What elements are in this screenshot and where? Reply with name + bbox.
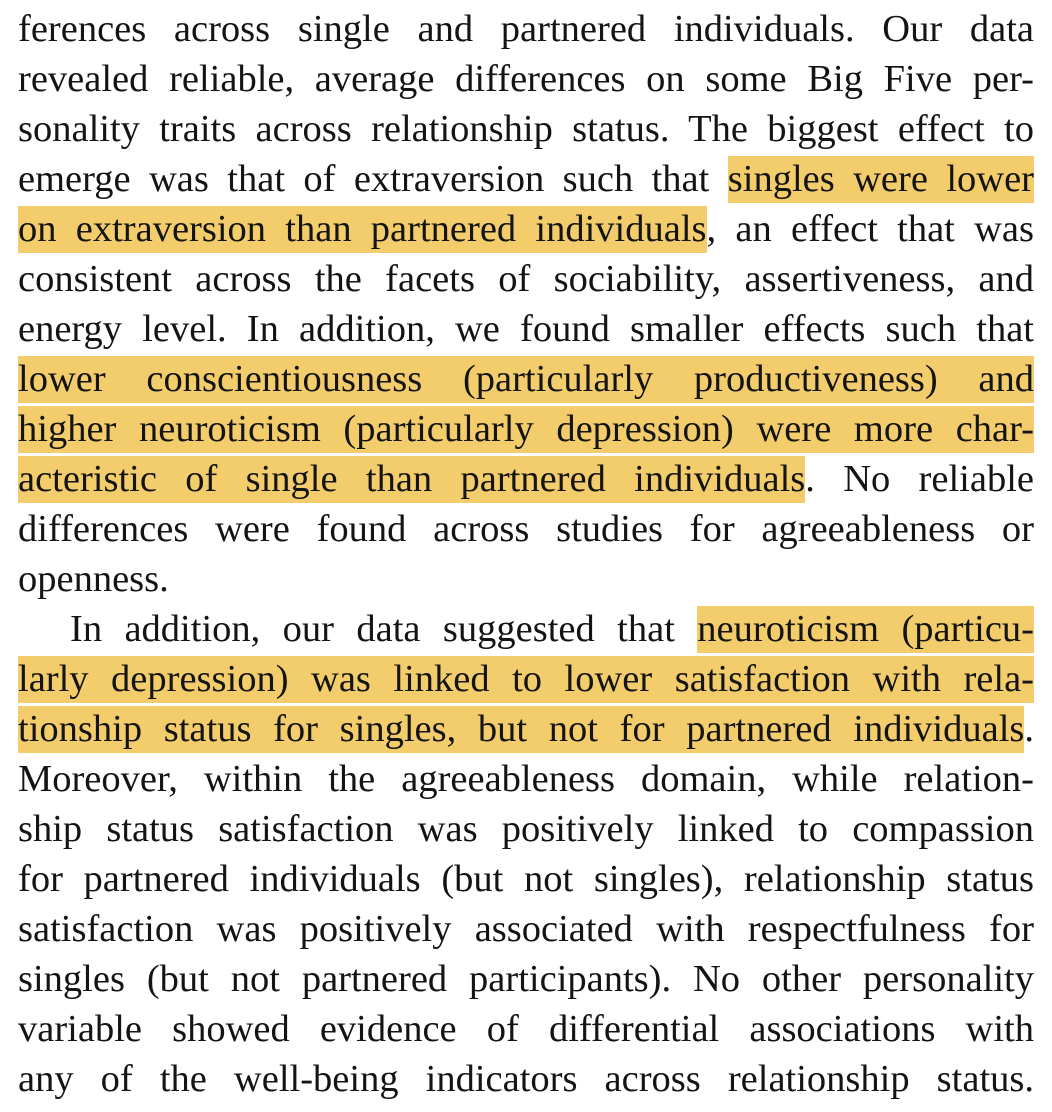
line-text: ship status satisfaction was positively …	[18, 808, 1034, 850]
text-line: larly depression) was linked to lower sa…	[18, 654, 1034, 704]
line-text: In addition, our data suggested that	[70, 608, 698, 650]
highlighted-text: higher neuroticism (particularly depress…	[18, 406, 1034, 453]
line-text: consistent across the facets of sociabil…	[18, 258, 1034, 300]
line-text: . No reliable	[805, 458, 1034, 500]
highlighted-text: lower conscientiousness (particularly pr…	[18, 356, 1034, 403]
text-line: differences were found across studies fo…	[18, 504, 1034, 554]
highlighted-text: tionship status for singles, but not for…	[18, 706, 1025, 753]
text-line: energy level. In addition, we found smal…	[18, 304, 1034, 354]
text-line: revealed reliable, average differences o…	[18, 54, 1034, 104]
text-line: singles (but not partnered participants)…	[18, 954, 1034, 1004]
line-text: any of the well-being indicators across …	[18, 1058, 1034, 1100]
line-text: revealed reliable, average differences o…	[18, 58, 1034, 100]
text-line: higher neuroticism (particularly depress…	[18, 404, 1034, 454]
text-line: consistent across the facets of sociabil…	[18, 254, 1034, 304]
highlighted-text: larly depression) was linked to lower sa…	[18, 656, 1034, 703]
text-line: tionship status for singles, but not for…	[18, 704, 1034, 754]
line-text: openness.	[18, 558, 169, 600]
text-line: satisfaction was positively associated w…	[18, 904, 1034, 954]
text-line: any of the well-being indicators across …	[18, 1054, 1034, 1104]
highlighted-text: on extraversion than partnered individua…	[18, 206, 707, 253]
line-text: differences were found across studies fo…	[18, 508, 1034, 550]
line-text: ferences across single and partnered ind…	[18, 8, 1034, 50]
line-text: .	[1024, 708, 1034, 750]
text-line: on extraversion than partnered individua…	[18, 204, 1034, 254]
line-text: variable showed evidence of differential…	[18, 1008, 1034, 1050]
line-text: energy level. In addition, we found smal…	[18, 308, 1034, 350]
line-text: singles (but not partnered participants)…	[18, 958, 1034, 1000]
line-text: Moreover, within the agreeableness domai…	[18, 758, 1034, 800]
line-text: for partnered individuals (but not singl…	[18, 858, 1034, 900]
line-text: satisfaction was positively associated w…	[18, 908, 1034, 950]
text-line: ferences across single and partnered ind…	[18, 4, 1034, 54]
text-line: openness.	[18, 554, 1034, 604]
line-text: emerge was that of extraversion such tha…	[18, 158, 728, 200]
text-line: emerge was that of extraversion such tha…	[18, 154, 1035, 204]
highlighted-text: acteristic of single than partnered indi…	[18, 456, 806, 503]
text-line: lower conscientiousness (particularly pr…	[18, 354, 1034, 404]
text-line: ship status satisfaction was positively …	[18, 804, 1034, 854]
text-line: variable showed evidence of differential…	[18, 1004, 1034, 1054]
line-text: sonality traits across relationship stat…	[18, 108, 1034, 150]
highlighted-text: singles were lower	[727, 156, 1035, 203]
paragraph-first-line: In addition, our data suggested that neu…	[18, 604, 1034, 654]
highlighted-text: neuroticism (particu-	[697, 606, 1034, 653]
text-line: for partnered individuals (but not singl…	[18, 854, 1034, 904]
text-line: acteristic of single than partnered indi…	[18, 454, 1034, 504]
text-line: sonality traits across relationship stat…	[18, 104, 1034, 154]
line-text: , an effect that was	[706, 208, 1034, 250]
text-line: Moreover, within the agreeableness domai…	[18, 754, 1034, 804]
